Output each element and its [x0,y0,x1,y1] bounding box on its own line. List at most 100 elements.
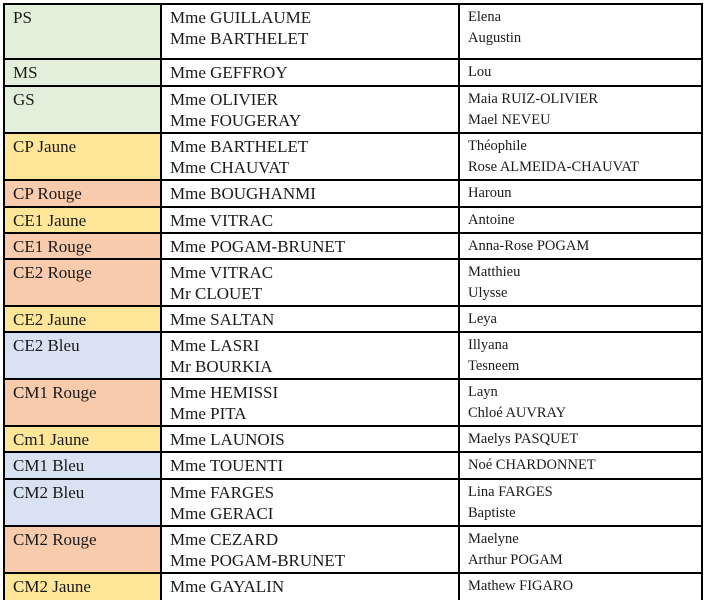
table-row: CM2 Bleu Mme FARGES Mme GERACI Lina FARGES B… [3,478,703,527]
teachers-cell: Mme BOUGHANMI [160,179,460,208]
students-cell: Lina FARGES Baptiste [458,478,703,527]
teacher-name: Mme BARTHELET [170,137,309,156]
class-label: CM2 Rouge [13,530,97,549]
table-row: CM2 Rouge Mme CEZARD Mme POGAM-BRUNET Maely… [3,525,703,574]
table-row: CM2 Jaune Mme GAYALIN Mathew FIGARO [3,572,703,600]
student-name: Layn [468,384,498,400]
student-name: Maia RUIZ-OLIVIER [468,91,599,107]
student-name: Arthur POGAM [468,552,563,568]
students-cell: Lou [458,58,703,87]
teacher-name: Mme GUILLAUME [170,8,312,27]
teacher-name: Mme TOUENTI [170,456,284,475]
students-cell: Antoine [458,206,703,234]
students-cell: Matthieu Ulysse [458,258,703,307]
class-table-body: PS Mme GUILLAUME Mme BARTHELET Elena Augusti… [3,3,703,600]
class-cell: CM1 Bleu [3,451,162,480]
table-row: CE2 Jaune Mme SALTAN Leya [3,305,703,333]
teachers-cell: Mme FARGES Mme GERACI [160,478,460,527]
teachers-cell: Mme LAUNOIS [160,425,460,453]
class-label: CM2 Jaune [13,577,91,596]
teachers-cell: Mme VITRAC Mr CLOUET [160,258,460,307]
class-label: CP Rouge [13,184,82,203]
student-name: Maelys PASQUET [468,431,579,447]
teachers-cell: Mme VITRAC [160,206,460,234]
student-name: Rose ALMEIDA-CHAUVAT [468,159,639,175]
class-cell: Cm1 Jaune [3,425,162,453]
class-cell: CM2 Jaune [3,572,162,600]
teacher-name: Mme HEMISSI [170,383,279,402]
class-label: GS [13,90,35,109]
teacher-name: Mme LAUNOIS [170,430,285,449]
teachers-cell: Mme GAYALIN [160,572,460,600]
student-name: Lou [468,64,492,80]
class-cell: CE2 Jaune [3,305,162,333]
class-label: PS [13,8,32,27]
student-name: Chloé AUVRAY [468,405,567,421]
teachers-cell: Mme TOUENTI [160,451,460,480]
class-cell: CE1 Jaune [3,206,162,234]
teacher-name: Mr BOURKIA [170,357,273,376]
students-cell: Théophile Rose ALMEIDA-CHAUVAT [458,132,703,181]
student-name: Lina FARGES [468,484,553,500]
class-label: Cm1 Jaune [13,430,90,449]
student-name: Tesneem [468,358,520,374]
table-row: GS Mme OLIVIER Mme FOUGERAY Maia RUIZ-OLIVI… [3,85,703,134]
student-name: Mael NEVEU [468,112,551,128]
student-name: Noé CHARDONNET [468,457,596,473]
class-cell: CE2 Rouge [3,258,162,307]
class-label: CP Jaune [13,137,77,156]
teacher-name: Mme POGAM-BRUNET [170,237,346,256]
teacher-name: Mme VITRAC [170,211,274,230]
class-cell: CP Rouge [3,179,162,208]
teacher-name: Mme POGAM-BRUNET [170,551,346,570]
students-cell: Noé CHARDONNET [458,451,703,480]
class-label: CE2 Jaune [13,310,87,329]
class-label: CE2 Bleu [13,336,80,355]
students-cell: Mathew FIGARO [458,572,703,600]
teachers-cell: Mme CEZARD Mme POGAM-BRUNET [160,525,460,574]
student-name: Théophile [468,138,527,154]
teacher-name: Mme CEZARD [170,530,279,549]
teacher-name: Mme SALTAN [170,310,275,329]
teachers-cell: Mme HEMISSI Mme PITA [160,378,460,427]
class-cell: CM2 Rouge [3,525,162,574]
table-row: CP Rouge Mme BOUGHANMI Haroun [3,179,703,208]
teacher-name: Mr CLOUET [170,284,263,303]
students-cell: Layn Chloé AUVRAY [458,378,703,427]
class-cell: CE2 Bleu [3,331,162,380]
table-row: CE2 Bleu Mme LASRI Mr BOURKIA Illyana Tesnee… [3,331,703,380]
teacher-name: Mme GERACI [170,504,274,523]
teacher-name: Mme VITRAC [170,263,274,282]
students-cell: Maia RUIZ-OLIVIER Mael NEVEU [458,85,703,134]
student-name: Matthieu [468,264,521,280]
teacher-name: Mme GEFFROY [170,63,288,82]
teachers-cell: Mme LASRI Mr BOURKIA [160,331,460,380]
class-label: CE1 Rouge [13,237,92,256]
table-row: PS Mme GUILLAUME Mme BARTHELET Elena Augusti… [3,3,703,60]
teacher-name: Mme GAYALIN [170,577,285,596]
table-row: CE2 Rouge Mme VITRAC Mr CLOUET Matthieu Ulys… [3,258,703,307]
class-label: MS [13,63,38,82]
teachers-cell: Mme OLIVIER Mme FOUGERAY [160,85,460,134]
student-name: Illyana [468,337,509,353]
student-name: Anna-Rose POGAM [468,238,590,254]
student-name: Baptiste [468,505,516,521]
class-label: CE1 Jaune [13,211,87,230]
class-label: CE2 Rouge [13,263,92,282]
table-row: CP Jaune Mme BARTHELET Mme CHAUVAT Théophil… [3,132,703,181]
class-cell: MS [3,58,162,87]
class-cell: CM1 Rouge [3,378,162,427]
student-name: Maelyne [468,531,519,547]
teachers-cell: Mme BARTHELET Mme CHAUVAT [160,132,460,181]
students-cell: Illyana Tesneem [458,331,703,380]
students-cell: Leya [458,305,703,333]
teachers-cell: Mme GUILLAUME Mme BARTHELET [160,3,460,60]
teacher-name: Mme BOUGHANMI [170,184,316,203]
class-label: CM1 Bleu [13,456,85,475]
class-label: CM2 Bleu [13,483,85,502]
table-row: MS Mme GEFFROY Lou [3,58,703,87]
teacher-name: Mme FARGES [170,483,275,502]
student-name: Leya [468,311,497,327]
class-cell: CP Jaune [3,132,162,181]
